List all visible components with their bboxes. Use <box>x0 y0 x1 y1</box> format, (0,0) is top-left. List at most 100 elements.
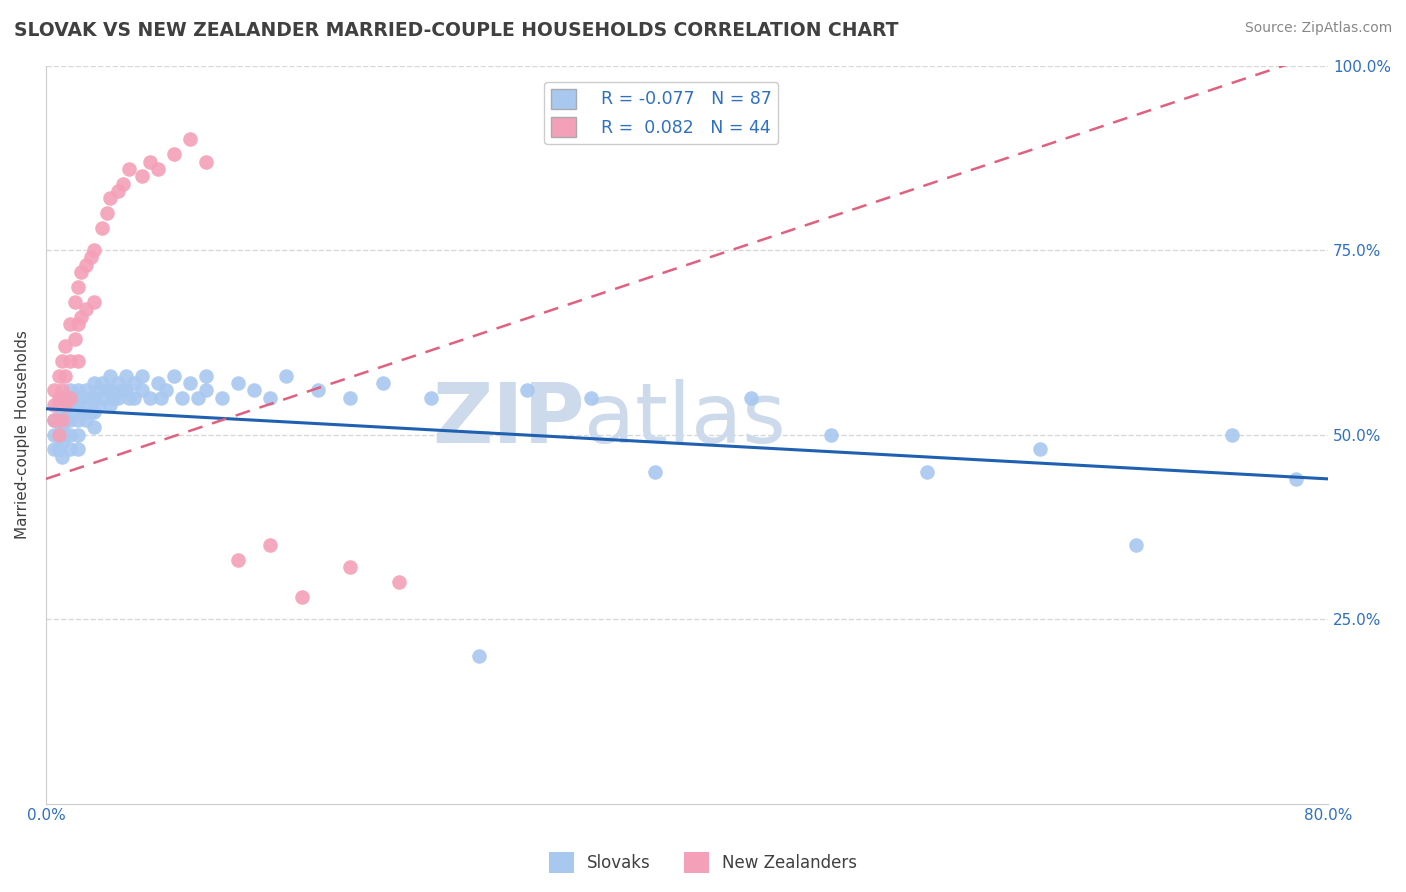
Point <box>70 265 93 279</box>
Point <box>516 384 538 398</box>
Point <box>63 294 86 309</box>
Point <box>48 427 70 442</box>
Point <box>66 413 89 427</box>
Point <box>259 391 281 405</box>
Point <box>122 391 145 405</box>
Point <box>91 221 114 235</box>
Point <box>195 154 218 169</box>
Point <box>83 420 105 434</box>
Point <box>42 384 65 398</box>
Point <box>66 427 89 442</box>
Point <box>98 398 121 412</box>
Point <box>75 258 97 272</box>
Y-axis label: Married-couple Households: Married-couple Households <box>15 330 30 539</box>
Point <box>66 280 89 294</box>
Point <box>187 391 209 405</box>
Point <box>66 398 89 412</box>
Point <box>66 353 89 368</box>
Point <box>53 398 76 412</box>
Point <box>155 384 177 398</box>
Point <box>83 294 105 309</box>
Text: ZIP: ZIP <box>432 379 585 460</box>
Point <box>226 553 249 567</box>
Point <box>98 368 121 383</box>
Point <box>195 368 218 383</box>
Point <box>1125 538 1147 552</box>
Point <box>51 435 73 450</box>
Point <box>339 391 361 405</box>
Point <box>75 413 97 427</box>
Point <box>51 391 73 405</box>
Point <box>66 442 89 457</box>
Point <box>53 427 76 442</box>
Point <box>63 391 86 405</box>
Point <box>131 169 153 184</box>
Point <box>820 427 842 442</box>
Point <box>179 376 201 390</box>
Point <box>371 376 394 390</box>
Point <box>59 427 82 442</box>
Point <box>42 413 65 427</box>
Point <box>419 391 441 405</box>
Point <box>107 391 129 405</box>
Point <box>195 384 218 398</box>
Point <box>107 184 129 198</box>
Point <box>48 391 70 405</box>
Point <box>91 376 114 390</box>
Point <box>307 384 329 398</box>
Point <box>98 384 121 398</box>
Text: atlas: atlas <box>585 379 786 460</box>
Point <box>80 391 103 405</box>
Point <box>115 368 138 383</box>
Point <box>139 391 162 405</box>
Point <box>917 465 939 479</box>
Point <box>276 368 298 383</box>
Point <box>98 191 121 205</box>
Point <box>211 391 233 405</box>
Point <box>59 442 82 457</box>
Point <box>83 405 105 419</box>
Text: Source: ZipAtlas.com: Source: ZipAtlas.com <box>1244 21 1392 35</box>
Point <box>96 384 118 398</box>
Point <box>70 391 93 405</box>
Point <box>259 538 281 552</box>
Point <box>118 161 141 176</box>
Point <box>139 154 162 169</box>
Text: SLOVAK VS NEW ZEALANDER MARRIED-COUPLE HOUSEHOLDS CORRELATION CHART: SLOVAK VS NEW ZEALANDER MARRIED-COUPLE H… <box>14 21 898 39</box>
Point <box>1028 442 1050 457</box>
Point <box>48 368 70 383</box>
Point <box>48 442 70 457</box>
Point <box>172 391 194 405</box>
Point <box>644 465 666 479</box>
Point <box>163 368 186 383</box>
Point <box>59 398 82 412</box>
Point <box>179 132 201 146</box>
Point <box>59 384 82 398</box>
Point <box>51 384 73 398</box>
Point <box>83 243 105 257</box>
Point <box>83 376 105 390</box>
Point <box>1285 472 1308 486</box>
Point <box>118 391 141 405</box>
Point <box>122 376 145 390</box>
Point <box>70 405 93 419</box>
Point <box>111 384 134 398</box>
Point <box>1220 427 1243 442</box>
Point <box>115 384 138 398</box>
Legend: Slovaks, New Zealanders: Slovaks, New Zealanders <box>541 846 865 880</box>
Point <box>163 147 186 161</box>
Point <box>42 427 65 442</box>
Point <box>53 398 76 412</box>
Point <box>91 391 114 405</box>
Point <box>107 376 129 390</box>
Point <box>53 368 76 383</box>
Point <box>42 398 65 412</box>
Point <box>63 332 86 346</box>
Point <box>579 391 602 405</box>
Point <box>48 413 70 427</box>
Point <box>51 353 73 368</box>
Point <box>80 251 103 265</box>
Point <box>131 368 153 383</box>
Point <box>59 317 82 331</box>
Point <box>96 206 118 220</box>
